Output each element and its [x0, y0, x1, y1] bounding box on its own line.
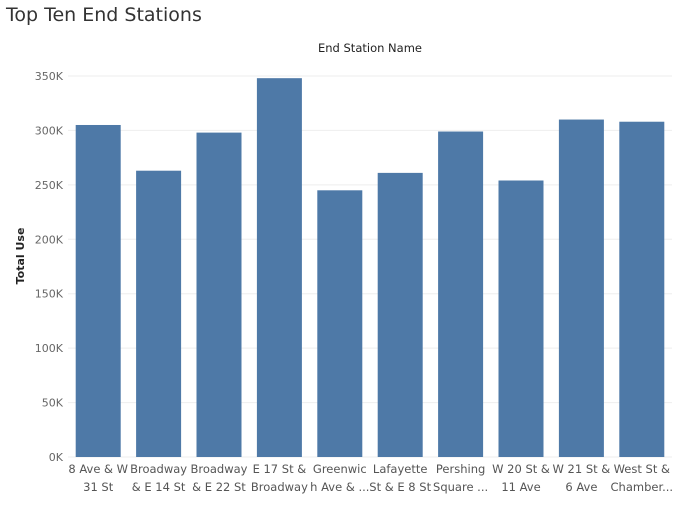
bar[interactable] [498, 180, 544, 457]
x-tick-label: Broadway [130, 462, 187, 476]
x-tick-label: W 20 St & [492, 462, 550, 476]
x-tick-label: 31 St [83, 480, 114, 494]
x-tick-label: Chamber... [611, 480, 674, 494]
y-axis: 0K 50K 100K 150K 200K 250K 300K 350K [35, 70, 64, 464]
y-axis-title: Total Use [14, 228, 27, 285]
y-tick-label: 0K [49, 451, 64, 464]
bar[interactable] [136, 170, 182, 457]
y-tick-label: 350K [35, 70, 64, 83]
bar[interactable] [256, 78, 302, 458]
bar[interactable] [317, 190, 363, 458]
bar[interactable] [619, 121, 665, 457]
x-tick-label: h Ave & ... [310, 480, 369, 494]
bar[interactable] [196, 132, 242, 457]
bar[interactable] [75, 124, 121, 457]
x-tick-label: Greenwic [313, 462, 367, 476]
x-tick-label: W 21 St & [553, 462, 611, 476]
x-tick-label: 6 Ave [565, 480, 597, 494]
x-tick-label: Broadway [251, 480, 308, 494]
x-tick-label: & E 22 St [192, 480, 246, 494]
x-tick-label: & E 14 St [132, 480, 186, 494]
bar[interactable] [558, 119, 604, 458]
x-tick-label: Lafayette [373, 462, 428, 476]
y-tick-label: 50K [42, 397, 64, 410]
bars [75, 78, 665, 458]
x-tick-label: 11 Ave [501, 480, 540, 494]
x-tick-label: Square ... [433, 480, 488, 494]
y-tick-label: 100K [35, 342, 64, 355]
x-tick-label: West St & [614, 462, 670, 476]
x-tick-label: 8 Ave & W [68, 462, 128, 476]
x-tick-label: St & E 8 St [369, 480, 431, 494]
x-tick-label: Pershing [436, 462, 485, 476]
chart-title: Top Ten End Stations [6, 4, 202, 26]
x-axis-header: End Station Name [318, 41, 422, 55]
y-tick-label: 150K [35, 288, 64, 301]
y-tick-label: 300K [35, 124, 64, 137]
y-tick-label: 200K [35, 233, 64, 246]
y-tick-label: 250K [35, 179, 64, 192]
x-tick-label: Broadway [190, 462, 247, 476]
bar[interactable] [438, 131, 484, 457]
x-tick-label: E 17 St & [253, 462, 307, 476]
bar[interactable] [377, 172, 423, 457]
